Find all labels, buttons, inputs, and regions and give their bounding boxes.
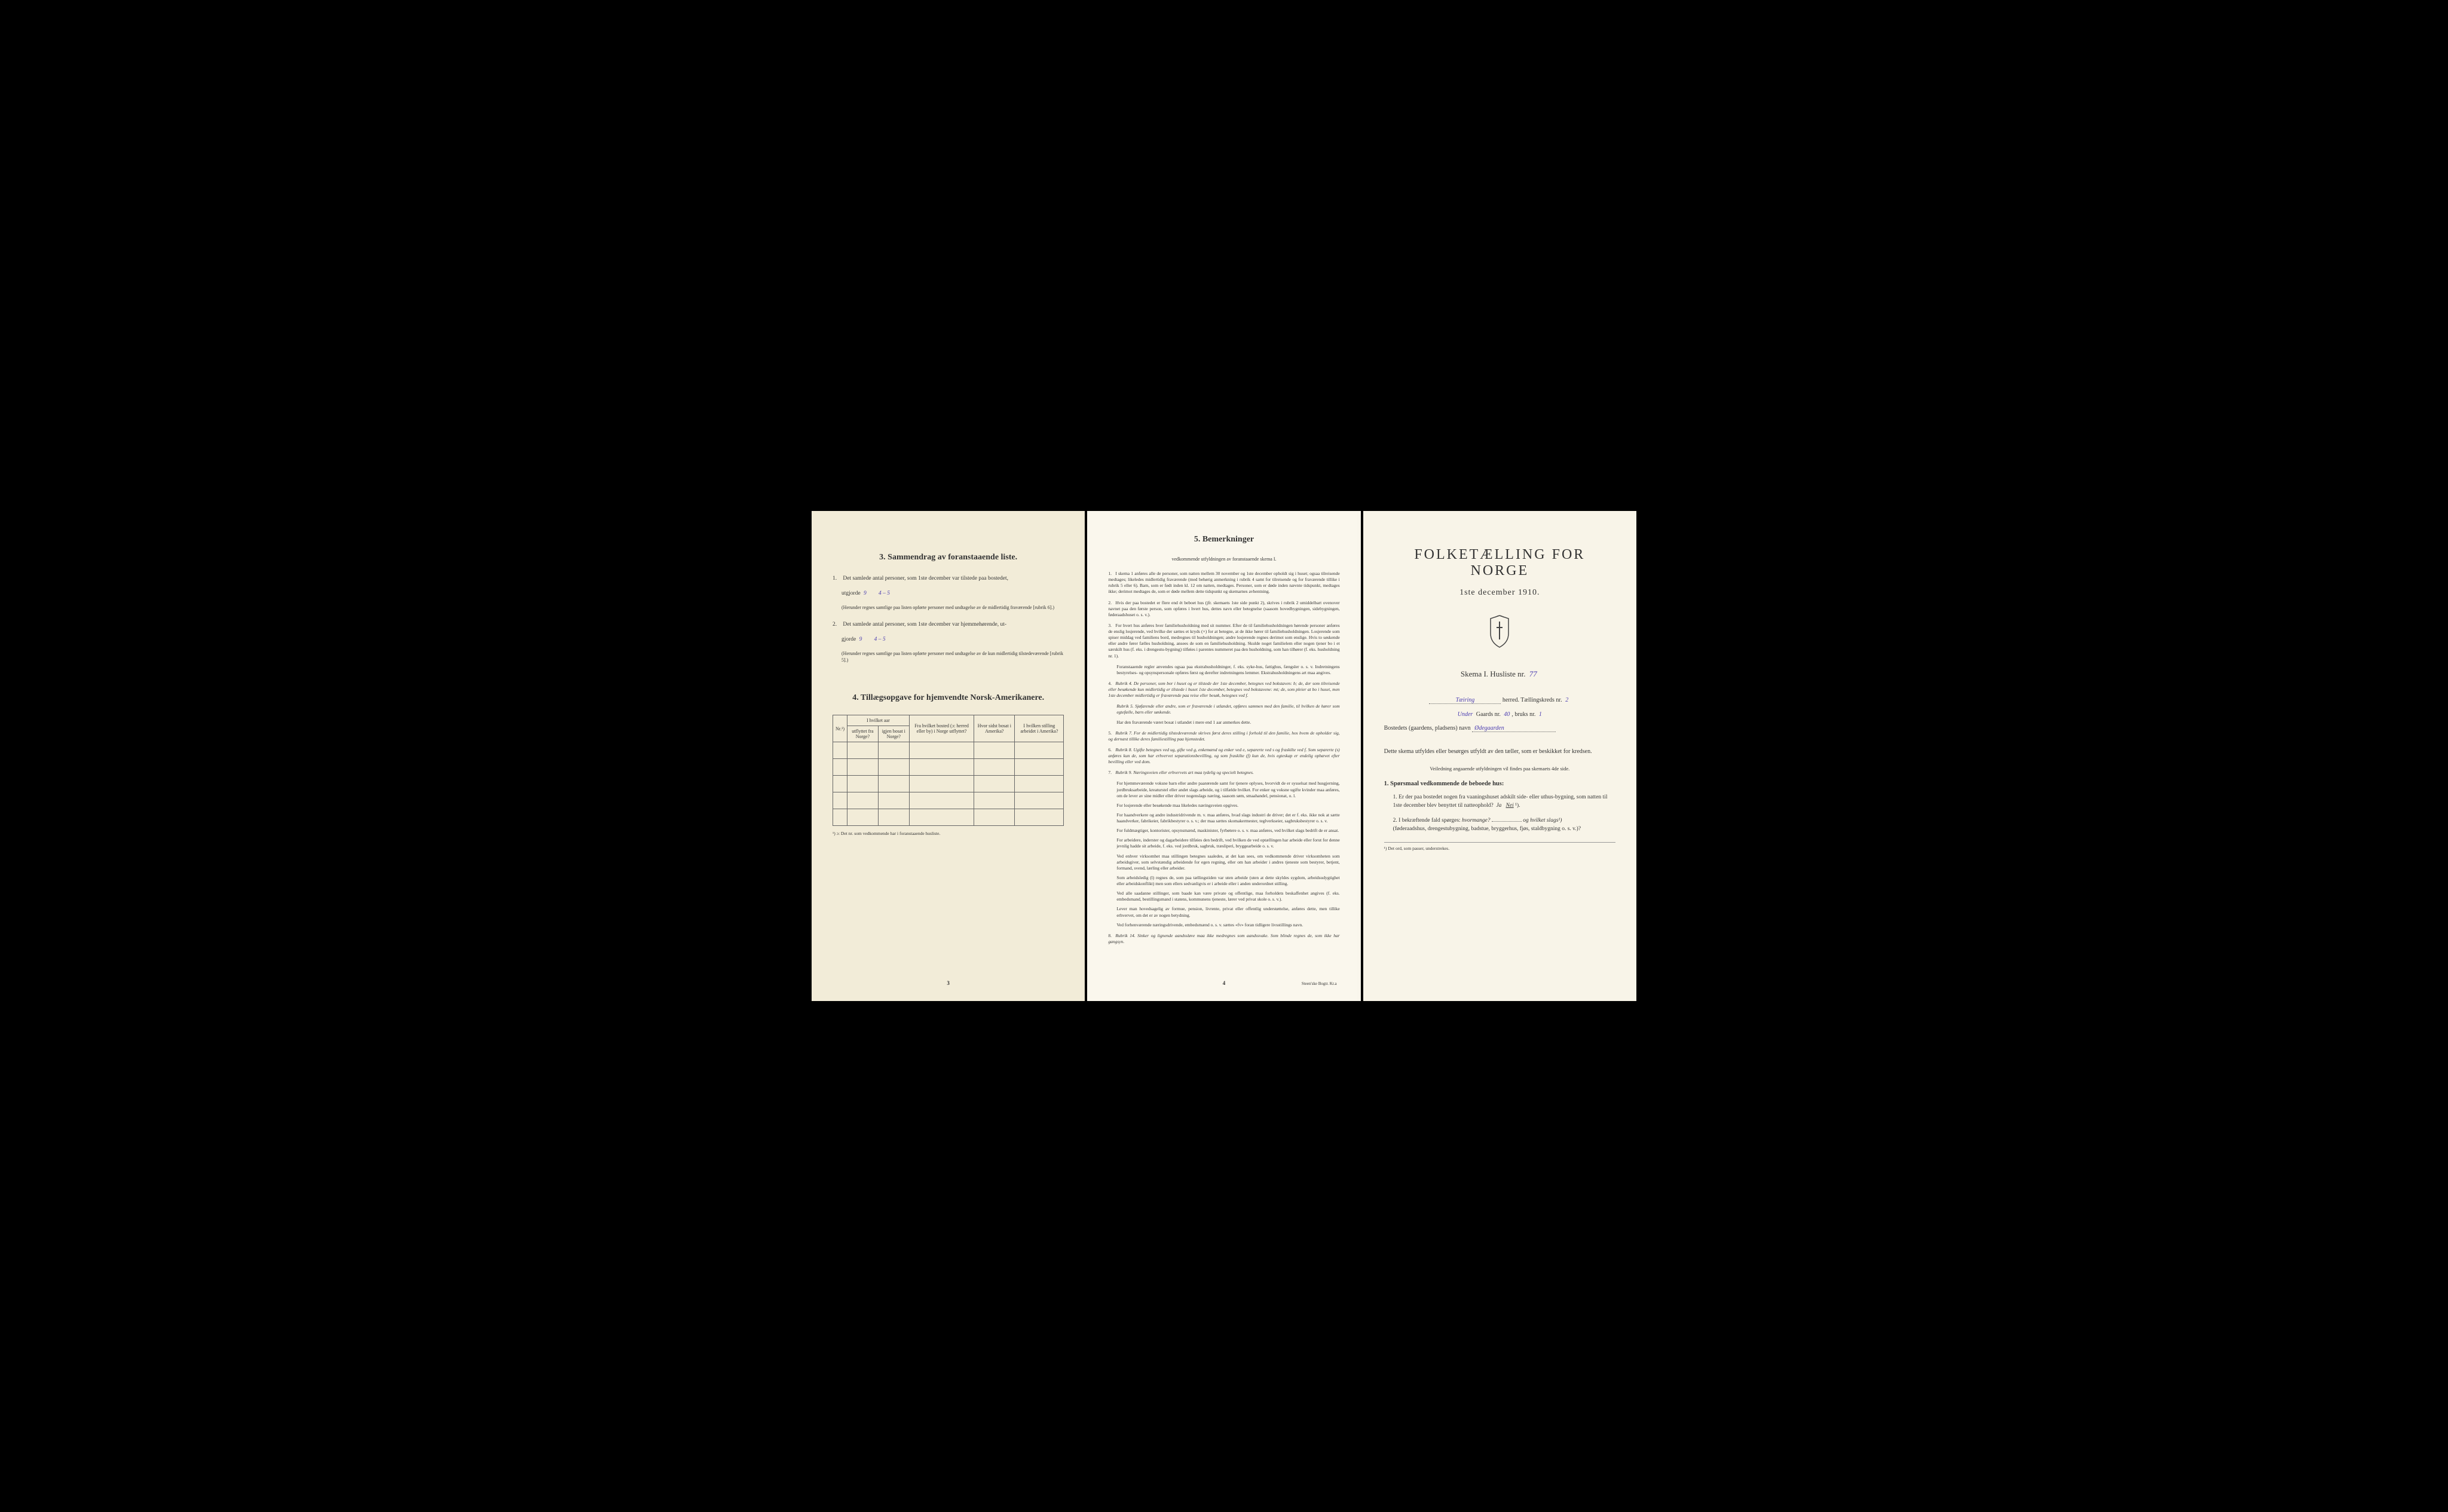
- rubrik-5: Rubrik 5. Sjøfarende eller andre, som er…: [1116, 703, 1339, 715]
- item1-extra: 4 – 5: [877, 590, 892, 596]
- para: Ved forhenværende næringsdrivende, embed…: [1116, 922, 1339, 928]
- herred-name: Tæiring: [1429, 697, 1501, 704]
- th-nr: Nr.¹): [833, 715, 847, 742]
- para: For haandverkere og andre industridriven…: [1116, 812, 1339, 824]
- sporsmaal-title: 1. Spørsmaal vedkommende de beboede hus:: [1384, 781, 1615, 787]
- gaard-line: Under Gaards nr. 40, bruks nr. 1: [1384, 711, 1615, 718]
- main-subtitle: 1ste december 1910.: [1384, 588, 1615, 598]
- th-aar: I hvilket aar: [847, 715, 910, 726]
- section-4-title: 4. Tillægsopgave for hjemvendte Norsk-Am…: [833, 693, 1064, 703]
- bemerk-4: 4.Rubrik 4. De personer, som bor i huset…: [1108, 681, 1339, 699]
- q1-nei: Nei: [1506, 803, 1514, 809]
- bruk-nr: 1: [1537, 711, 1544, 718]
- item1-text: Det samlede antal personer, som 1ste dec…: [843, 576, 1008, 581]
- para: For arbeidere, inderster og dagarbeidere…: [1116, 837, 1339, 849]
- page-number: 3: [947, 980, 950, 986]
- question-1: 1. Er der paa bostedet nogen fra vaaning…: [1393, 793, 1615, 810]
- item1-fill: utgjorde 9 4 – 5: [842, 589, 1064, 598]
- question-2: 2. I bekræftende fald spørges: hvormange…: [1393, 816, 1615, 834]
- q2-num: 2.: [1393, 818, 1399, 824]
- bemerk-7: 7.Rubrik 9. Næringsveien eller erhvervet…: [1108, 770, 1339, 776]
- item-2: 2. Det samlede antal personer, som 1ste …: [833, 620, 1064, 629]
- sub-item: Foranstaaende regler anvendes ogsaa paa …: [1116, 664, 1339, 676]
- bosted-label: Bostedets (gaardens, pladsens) navn: [1384, 725, 1471, 731]
- section-5-subtitle: vedkommende utfyldningen av foranstaaend…: [1108, 556, 1339, 562]
- bemerk-1: 1.I skema 1 anføres alle de personer, so…: [1108, 571, 1339, 595]
- item2-value: 9: [858, 636, 864, 642]
- para: Ved enhver virksomhet maa stillingen bet…: [1116, 853, 1339, 871]
- main-title: FOLKETÆLLING FOR NORGE: [1384, 547, 1615, 579]
- section-5-title: 5. Bemerkninger: [1108, 535, 1339, 544]
- para: Ved alle saadanne stillinger, som baade …: [1116, 890, 1339, 902]
- item2-fill: gjorde 9 4 – 5: [842, 635, 1064, 644]
- th-amerika: Hvor sidst bosat i Amerika?: [974, 715, 1015, 742]
- gaard-prefix: Under: [1456, 711, 1475, 718]
- item-num: 1.: [833, 574, 842, 583]
- bemerk-2: 2.Hvis der paa bostedet er flere end ét …: [1108, 600, 1339, 618]
- skema-nr: 77: [1528, 669, 1539, 678]
- skema-label: Skema I. Husliste nr.: [1461, 669, 1526, 678]
- table-row: [833, 759, 1064, 776]
- bruk-label: bruks nr.: [1514, 711, 1535, 718]
- item1-note: (Herunder regnes samtlige paa listen opf…: [842, 604, 1064, 611]
- th-utflyttet: utflyttet fra Norge?: [847, 726, 879, 742]
- para: For fuldmægtiger, kontorister, opsynsmæn…: [1116, 828, 1339, 834]
- page-3: 3. Sammendrag av foranstaaende liste. 1.…: [812, 511, 1085, 1001]
- para: For hjemmeværende voksne barn eller andr…: [1116, 781, 1339, 798]
- item-1: 1. Det samlede antal personer, som 1ste …: [833, 574, 1064, 583]
- item2-note: (Herunder regnes samtlige paa listen opf…: [842, 650, 1064, 663]
- bemerk-5: 5.Rubrik 7. For de midlertidig tilstedev…: [1108, 730, 1339, 742]
- item2-label: gjorde: [842, 636, 856, 642]
- gaard-label: Gaards nr.: [1476, 711, 1501, 718]
- body-sub: Veiledning angaaende utfyldningen vil fi…: [1384, 766, 1615, 772]
- q1-sup: ¹).: [1515, 803, 1520, 809]
- census-document: 3. Sammendrag av foranstaaende liste. 1.…: [812, 511, 1636, 1001]
- q2-blank: [1492, 821, 1522, 822]
- sub-item: Har den fraværende været bosat i utlande…: [1116, 720, 1339, 726]
- page-4: 5. Bemerkninger vedkommende utfyldningen…: [1087, 511, 1360, 1001]
- th-bosted: Fra hvilket bosted (ɔ: herred eller by) …: [909, 715, 974, 742]
- section-3-title: 3. Sammendrag av foranstaaende liste.: [833, 553, 1064, 562]
- herred-line: Tæiring herred. Tællingskreds nr. 2: [1384, 697, 1615, 704]
- kreds-nr: 2: [1563, 697, 1570, 703]
- table-row: [833, 742, 1064, 759]
- para: Som arbeidsledig (l) regnes de, som paa …: [1116, 875, 1339, 887]
- th-stilling: I hvilken stilling arbeidet i Amerika?: [1015, 715, 1064, 742]
- gaard-nr: 40: [1502, 711, 1511, 718]
- th-bosat: igjen bosat i Norge?: [878, 726, 909, 742]
- table-footnote: ¹) ɔ: Det nr. som vedkommende har i fora…: [833, 831, 1064, 836]
- skema-line: Skema I. Husliste nr. 77: [1384, 669, 1615, 679]
- para: Lever man hovedsagelig av formue, pensio…: [1116, 906, 1339, 918]
- q2-paren: (føderaadshus, drengestubygning, badstue…: [1393, 826, 1581, 832]
- page-title: FOLKETÆLLING FOR NORGE 1ste december 191…: [1363, 511, 1636, 1001]
- q2-text: I bekræftende fald spørges:: [1399, 818, 1461, 824]
- bosted-name: Ødegaarden: [1472, 725, 1556, 732]
- bemerk-6: 6.Rubrik 8. Ugifte betegnes ved ug, gift…: [1108, 747, 1339, 765]
- table-header-row: Nr.¹) I hvilket aar Fra hvilket bosted (…: [833, 715, 1064, 726]
- table-row: [833, 809, 1064, 826]
- bemerk-3: 3.For hvert hus anføres hver familiehush…: [1108, 623, 1339, 659]
- table-row: [833, 776, 1064, 792]
- item-num: 2.: [833, 620, 842, 629]
- para: For losjerende eller besøkende maa likel…: [1116, 803, 1339, 809]
- q2-og: og hvilket slags¹): [1523, 818, 1562, 824]
- q2-hvor: hvormange?: [1462, 818, 1491, 824]
- item1-label: utgjorde: [842, 590, 861, 596]
- footer-note: ¹) Det ord, som passer, understrekes.: [1384, 842, 1615, 851]
- coat-of-arms-icon: [1384, 613, 1615, 654]
- bemerk-8: 8.Rubrik 14. Sinker og lignende aandsslø…: [1108, 933, 1339, 945]
- item2-text: Det samlede antal personer, som 1ste dec…: [843, 622, 1006, 628]
- page-number: 4: [1223, 980, 1226, 986]
- q1-num: 1.: [1393, 794, 1399, 800]
- herred-label: herred. Tællingskreds nr.: [1503, 697, 1562, 703]
- bosted-line: Bostedets (gaardens, pladsens) navn Ødeg…: [1384, 725, 1615, 732]
- item1-value: 9: [862, 590, 868, 596]
- item2-extra: 4 – 5: [873, 636, 888, 642]
- q1-ja: Ja: [1496, 803, 1501, 809]
- amerikanere-table: Nr.¹) I hvilket aar Fra hvilket bosted (…: [833, 715, 1064, 826]
- body-text: Dette skema utfyldes eller besørges utfy…: [1384, 747, 1615, 757]
- printer-note: Steen'ske Bogtr. Kr.a: [1302, 981, 1337, 986]
- table-row: [833, 792, 1064, 809]
